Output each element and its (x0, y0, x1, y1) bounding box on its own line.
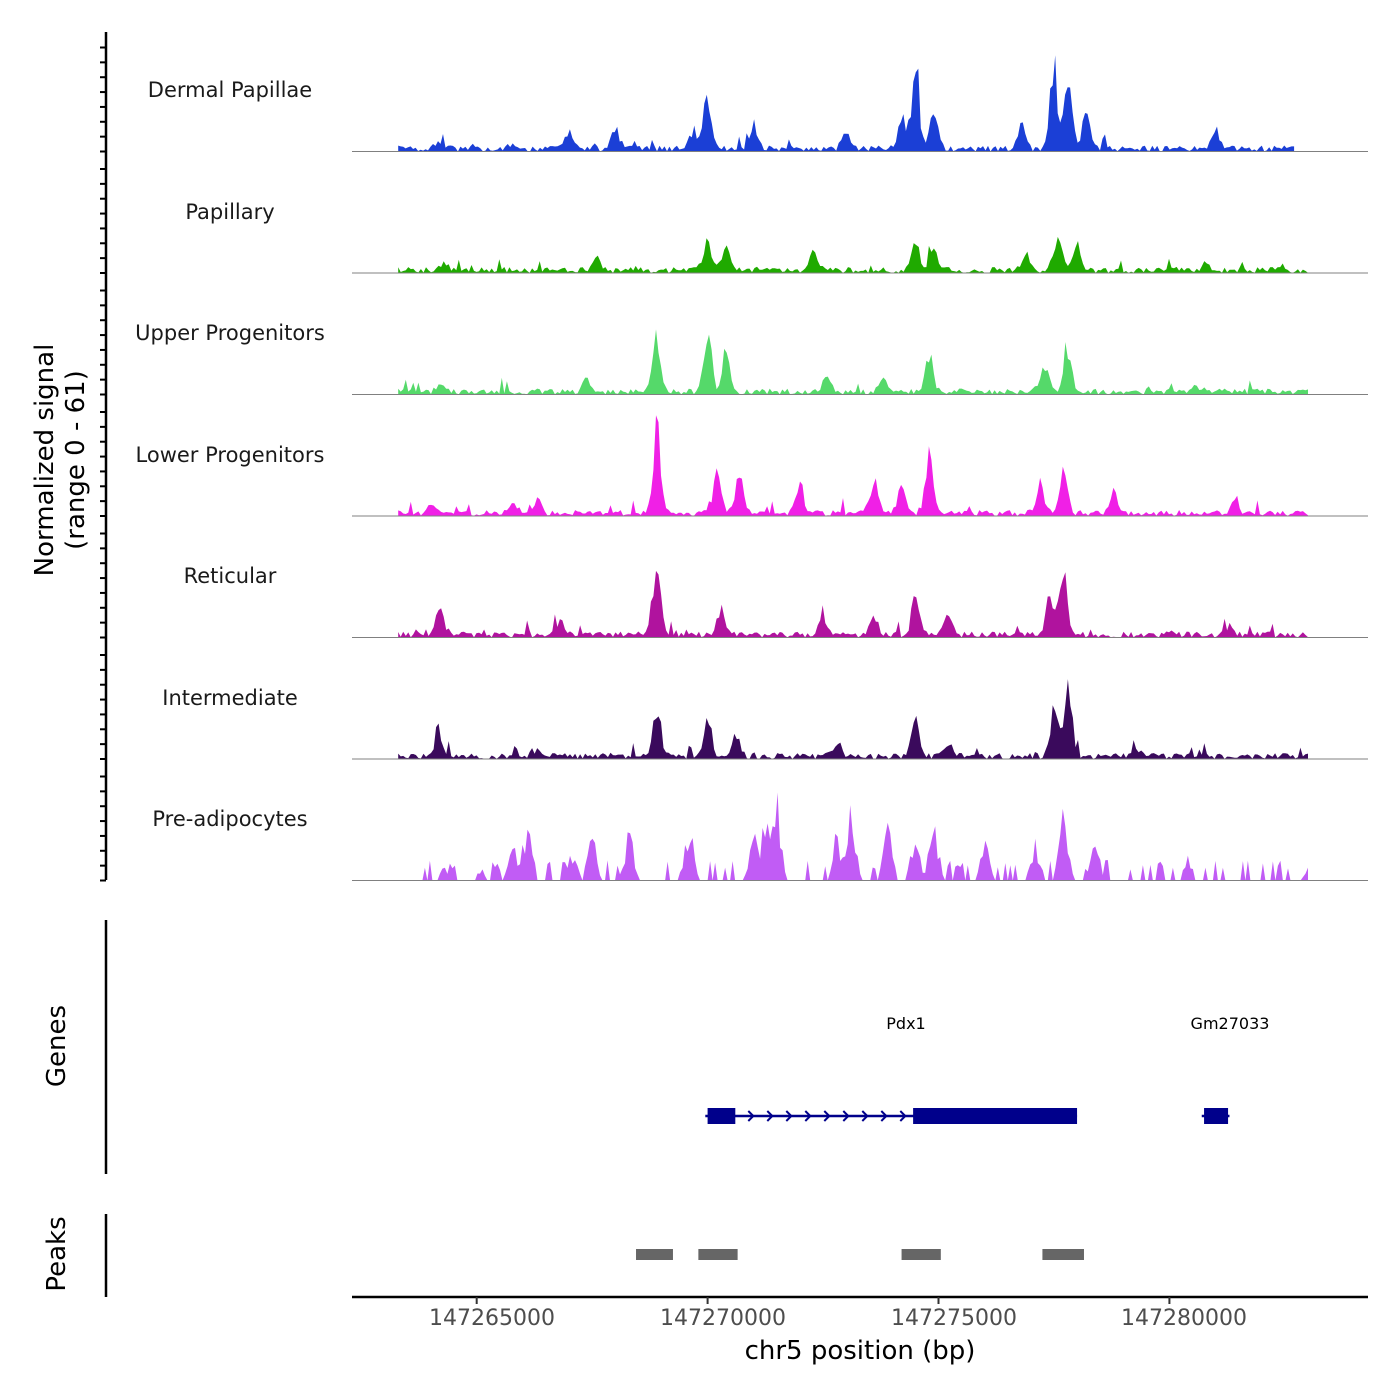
track-label-papillary: Papillary (185, 200, 275, 224)
strand-arrow-pdx1 (823, 1110, 831, 1122)
coverage-area-dermal-papillae (398, 55, 1295, 152)
strand-arrow-pdx1 (861, 1110, 869, 1122)
exon-gm27033 (1204, 1108, 1229, 1124)
track-label-upper-progenitors: Upper Progenitors (135, 321, 325, 345)
exon-pdx1 (913, 1108, 1078, 1124)
strand-arrow-pdx1 (766, 1110, 774, 1122)
x-tick-label: 147275000 (891, 1306, 1017, 1331)
x-tick-label: 147265000 (429, 1306, 555, 1331)
x-tick-label: 147270000 (660, 1306, 786, 1331)
strand-arrow-pdx1 (842, 1110, 850, 1122)
peak-region (1042, 1249, 1084, 1260)
coverage-area-papillary (398, 236, 1308, 273)
track-label-dermal-papillae: Dermal Papillae (147, 78, 313, 102)
coverage-area-intermediate (398, 679, 1308, 759)
coverage-area-pre-adipocytes (407, 792, 1308, 881)
strand-arrow-pdx1 (804, 1110, 812, 1122)
track-label-reticular: Reticular (183, 564, 277, 588)
coverage-area-reticular (398, 570, 1308, 638)
peak-region (901, 1249, 941, 1260)
strand-arrow-pdx1 (899, 1110, 907, 1122)
x-tick-label: 147280000 (1121, 1306, 1247, 1331)
gene-label-pdx1: Pdx1 (886, 1014, 926, 1033)
strand-arrow-pdx1 (785, 1110, 793, 1122)
strand-arrow-pdx1 (880, 1110, 888, 1122)
exon-pdx1 (707, 1108, 736, 1124)
coverage-area-lower-progenitors (398, 415, 1308, 516)
coverage-area-upper-progenitors (398, 329, 1308, 395)
track-label-pre-adipocytes: Pre-adipocytes (152, 807, 308, 831)
peak-region (636, 1249, 673, 1260)
strand-arrow-pdx1 (747, 1110, 755, 1122)
track-label-lower-progenitors: Lower Progenitors (135, 443, 325, 467)
peak-region (698, 1249, 738, 1260)
x-axis-title: chr5 position (bp) (744, 1336, 976, 1366)
gene-label-gm27033: Gm27033 (1190, 1014, 1270, 1033)
track-label-intermediate: Intermediate (162, 686, 298, 710)
